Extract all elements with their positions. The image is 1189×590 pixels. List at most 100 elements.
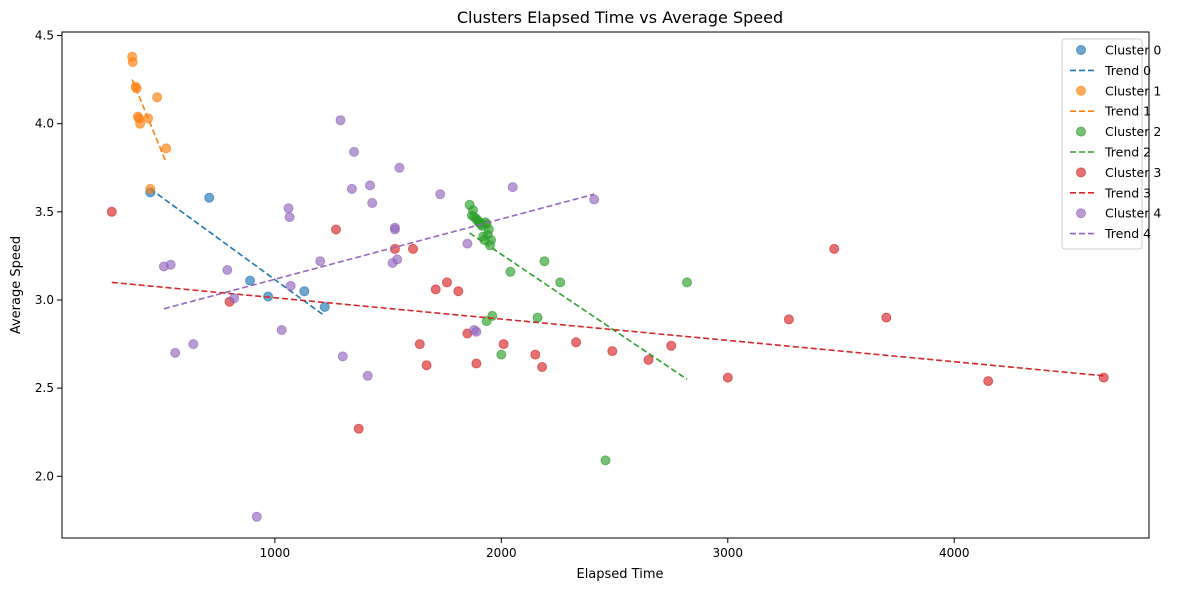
data-point	[245, 275, 255, 286]
data-point	[487, 310, 498, 321]
trend-line	[111, 281, 1104, 377]
data-point	[539, 256, 550, 267]
data-point	[127, 57, 138, 67]
x-axis-label: Elapsed Time	[576, 567, 663, 582]
trend-line	[469, 232, 688, 380]
data-point	[362, 370, 373, 381]
data-point	[1098, 372, 1109, 383]
data-point	[349, 146, 360, 157]
chart-title: Clusters Elapsed Time vs Average Speed	[457, 8, 783, 27]
axes-frame	[61, 31, 1150, 539]
data-point	[335, 115, 346, 126]
data-point	[666, 340, 677, 351]
data-point	[682, 277, 692, 288]
data-point	[394, 162, 405, 173]
y-tick-label: 4.0	[35, 117, 54, 131]
data-point	[589, 194, 600, 205]
data-point	[299, 286, 310, 297]
data-point	[392, 254, 403, 265]
data-point	[442, 277, 452, 288]
data-point	[532, 312, 543, 323]
legend-label: Trend 0	[1104, 63, 1151, 78]
y-tick-label: 3.5	[35, 205, 54, 219]
legend-label: Cluster 0	[1105, 43, 1161, 58]
data-point	[276, 325, 287, 335]
legend-marker	[1076, 45, 1086, 55]
series-0	[145, 187, 330, 317]
data-point	[170, 347, 181, 358]
data-point	[152, 92, 163, 103]
data-point	[643, 354, 654, 365]
data-point	[315, 256, 326, 267]
legend-label: Cluster 3	[1105, 165, 1161, 180]
data-point	[161, 143, 172, 154]
data-point	[507, 182, 518, 193]
data-point	[367, 198, 378, 208]
data-point	[165, 259, 176, 270]
data-point	[408, 243, 418, 254]
legend-label: Cluster 4	[1105, 206, 1161, 221]
data-point	[251, 511, 262, 522]
data-point	[462, 238, 473, 249]
data-point	[783, 314, 794, 325]
y-tick-label: 4.5	[35, 29, 54, 43]
data-point	[284, 212, 295, 223]
data-point	[430, 284, 441, 295]
data-point	[222, 265, 233, 275]
x-tick-label: 1000	[260, 546, 291, 560]
data-point	[505, 266, 516, 277]
data-point	[881, 312, 892, 323]
legend-marker	[1076, 85, 1086, 96]
data-point	[530, 349, 541, 360]
data-point	[421, 360, 432, 371]
series-1	[127, 51, 172, 194]
series-3	[106, 206, 1109, 434]
data-point	[131, 83, 142, 94]
legend-label: Trend 1	[1104, 104, 1151, 119]
data-point	[471, 326, 482, 337]
legend-label: Cluster 1	[1105, 83, 1161, 98]
data-point	[498, 339, 509, 350]
data-point	[188, 339, 199, 350]
data-point	[607, 346, 618, 357]
series-2	[464, 199, 692, 466]
data-point	[486, 235, 497, 245]
data-point	[722, 372, 733, 383]
data-point	[145, 183, 156, 194]
legend-marker	[1076, 126, 1086, 137]
plot-area	[106, 51, 1109, 522]
legend-marker	[1076, 208, 1086, 219]
x-tick-label: 2000	[486, 546, 517, 560]
legend-marker	[1076, 167, 1086, 178]
data-point	[346, 183, 357, 194]
data-point	[414, 339, 425, 350]
data-point	[337, 351, 348, 362]
data-point	[135, 118, 146, 129]
trend-line	[131, 79, 167, 163]
data-point	[389, 222, 400, 233]
legend-label: Trend 3	[1104, 185, 1151, 200]
x-tick-label: 3000	[713, 546, 744, 560]
data-point	[471, 358, 482, 369]
data-point	[537, 362, 548, 372]
y-tick-label: 2.5	[35, 381, 54, 395]
legend-label: Trend 2	[1104, 145, 1151, 160]
data-point	[600, 455, 611, 466]
trend-line	[163, 193, 595, 310]
data-point	[453, 286, 464, 297]
series-4	[158, 115, 600, 522]
data-point	[319, 302, 330, 312]
data-point	[229, 293, 240, 304]
legend-label: Cluster 2	[1105, 124, 1161, 139]
data-point	[496, 349, 507, 360]
data-point	[365, 180, 375, 191]
y-tick-label: 2.0	[35, 469, 54, 483]
data-point	[555, 277, 566, 288]
data-point	[829, 243, 840, 254]
data-point	[435, 189, 446, 200]
data-point	[353, 423, 364, 434]
data-point	[331, 224, 341, 235]
data-point	[204, 192, 215, 203]
axis-ticks: 1000 2000 3000 4000 2.0 2.5 3.0 3.5 4.0 4.5	[35, 29, 970, 560]
